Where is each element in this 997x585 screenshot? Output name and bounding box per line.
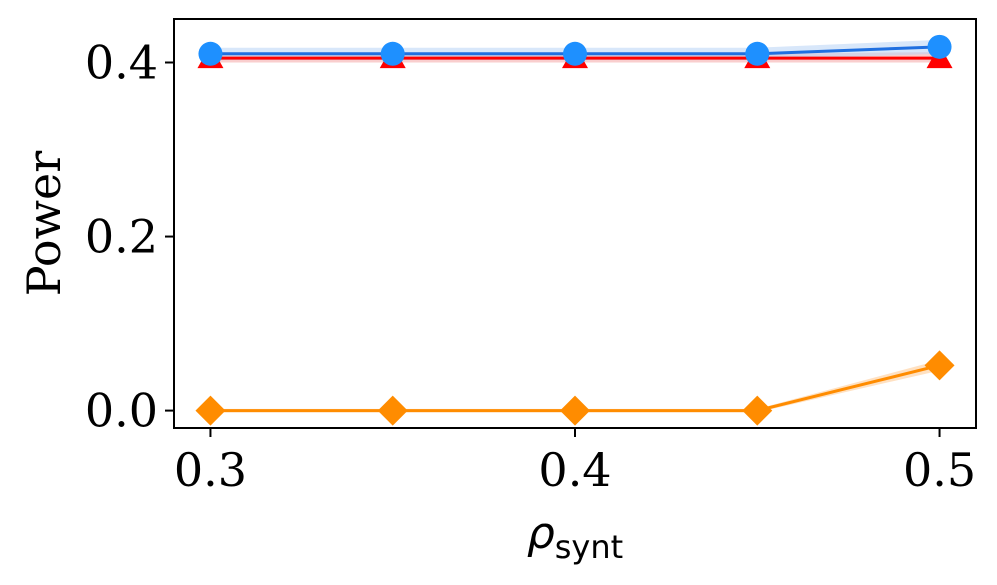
- x-tick-label: 0.4: [538, 443, 611, 497]
- x-tick-label: 0.3: [174, 443, 247, 497]
- data-point-circle: [927, 34, 952, 59]
- data-point-diamond: [742, 395, 773, 426]
- x-axis-label-subscript: synt: [555, 528, 623, 566]
- data-point-circle: [380, 41, 405, 66]
- series-markers: [195, 34, 955, 426]
- data-point-circle: [198, 41, 223, 66]
- y-axis-ticks: 0.0 0.2 0.4: [85, 36, 174, 438]
- x-tick-label: 0.5: [903, 443, 976, 497]
- data-point-diamond: [924, 350, 955, 381]
- data-point-diamond: [560, 395, 590, 426]
- series-lines: [210, 45, 940, 413]
- y-tick-label: 0.0: [85, 384, 158, 438]
- data-point-diamond: [195, 395, 226, 426]
- y-tick-label: 0.4: [85, 36, 158, 90]
- data-point-diamond: [377, 395, 408, 426]
- x-axis-ticks: 0.3 0.4 0.5: [174, 428, 976, 497]
- data-point-circle: [563, 41, 587, 66]
- x-axis-label: ρsynt: [527, 508, 623, 566]
- confidence-bands: [210, 39, 940, 413]
- x-axis-label-symbol: ρ: [527, 508, 555, 559]
- y-tick-label: 0.2: [85, 210, 158, 264]
- data-point-circle: [745, 41, 770, 66]
- plot-frame: [173, 18, 977, 429]
- y-axis-label: Power: [17, 151, 71, 296]
